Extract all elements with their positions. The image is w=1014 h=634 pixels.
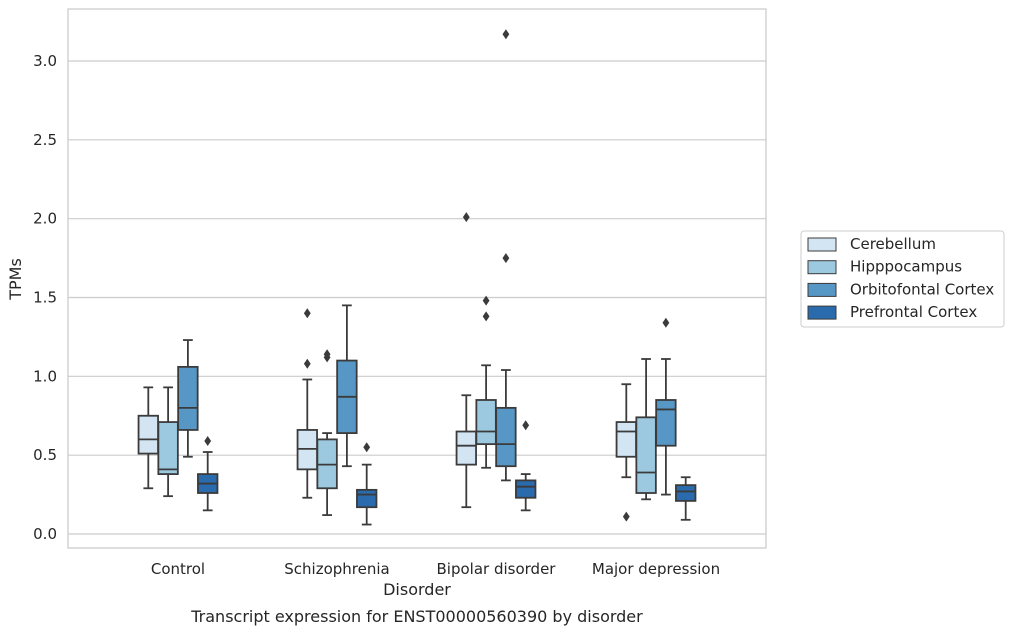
- box-orbitofontal-cortex: [495, 29, 517, 482]
- box-orbitofontal-cortex: [177, 339, 199, 458]
- legend-label: Hipppocampus: [850, 258, 962, 276]
- box-body: [635, 416, 657, 494]
- box-hipppocampus: [157, 386, 179, 498]
- y-tick-label: 0.0: [33, 525, 57, 543]
- legend-swatch: [807, 260, 837, 275]
- outlier-point: [502, 29, 510, 40]
- x-axis-title: Disorder: [383, 580, 451, 599]
- legend-frame: [800, 230, 1005, 328]
- boxes: [137, 29, 697, 526]
- box-body: [137, 414, 159, 455]
- box-orbitofontal-cortex: [336, 304, 358, 468]
- y-tick-label: 1.5: [33, 289, 57, 307]
- box-body: [177, 365, 199, 431]
- legend-label: Orbitofontal Cortex: [850, 280, 994, 298]
- outlier-point: [303, 358, 311, 369]
- outlier-point: [323, 349, 331, 360]
- plot-frame: [67, 8, 767, 549]
- box-cerebellum: [137, 386, 159, 490]
- y-tick-label: 0.5: [33, 446, 57, 464]
- box-hipppocampus: [635, 358, 657, 501]
- chart-caption: Transcript expression for ENST0000056039…: [190, 607, 643, 626]
- box-prefrontal-cortex: [197, 435, 219, 512]
- y-axis-title: TPMs: [6, 258, 25, 301]
- box-cerebellum: [455, 212, 477, 509]
- x-axis-ticks: Control Schizophrenia Bipolar disorder Majo…: [151, 560, 720, 578]
- box-body: [675, 484, 697, 502]
- box-body: [157, 421, 179, 475]
- box-body: [515, 479, 537, 499]
- legend: Cerebellum Hipppocampus Orbitofontal Corte…: [800, 230, 1005, 328]
- box-body: [356, 488, 378, 509]
- legend-swatch: [807, 237, 837, 252]
- y-tick-label: 3.0: [33, 52, 57, 70]
- box-cerebellum: [615, 383, 637, 522]
- outlier-point: [622, 511, 630, 522]
- box-hipppocampus: [475, 295, 497, 469]
- legend-label: Prefrontal Cortex: [850, 303, 977, 321]
- x-tick-label: Bipolar disorder: [437, 560, 557, 578]
- legend-label: Cerebellum: [850, 235, 936, 253]
- y-tick-label: 1.0: [33, 367, 57, 385]
- outlier-point: [204, 435, 212, 446]
- x-tick-label: Control: [151, 560, 205, 578]
- outlier-point: [482, 311, 490, 322]
- box-hipppocampus: [316, 349, 338, 516]
- legend-swatch: [807, 282, 837, 297]
- box-prefrontal-cortex: [356, 442, 378, 526]
- y-tick-label: 2.0: [33, 210, 57, 228]
- y-tick-label: 2.5: [33, 131, 57, 149]
- outlier-point: [662, 317, 670, 328]
- box-cerebellum: [296, 308, 318, 499]
- box-body: [655, 399, 677, 447]
- box-body: [615, 421, 637, 458]
- x-tick-label: Schizophrenia: [284, 560, 389, 578]
- box-body: [455, 430, 477, 466]
- outlier-point: [363, 442, 371, 453]
- outlier-point: [462, 212, 470, 223]
- x-tick-label: Major depression: [592, 560, 720, 578]
- box-body: [475, 399, 497, 446]
- y-axis-ticks: 0.0 0.5 1.0 1.5 2.0 2.5 3.0: [33, 52, 57, 543]
- box-body: [495, 406, 517, 468]
- box-prefrontal-cortex: [515, 420, 537, 512]
- box-prefrontal-cortex: [675, 476, 697, 521]
- outlier-point: [502, 253, 510, 264]
- legend-swatch: [807, 305, 837, 320]
- outlier-point: [303, 308, 311, 319]
- box-orbitofontal-cortex: [655, 317, 677, 496]
- outlier-point: [482, 295, 490, 306]
- outlier-point: [522, 420, 530, 431]
